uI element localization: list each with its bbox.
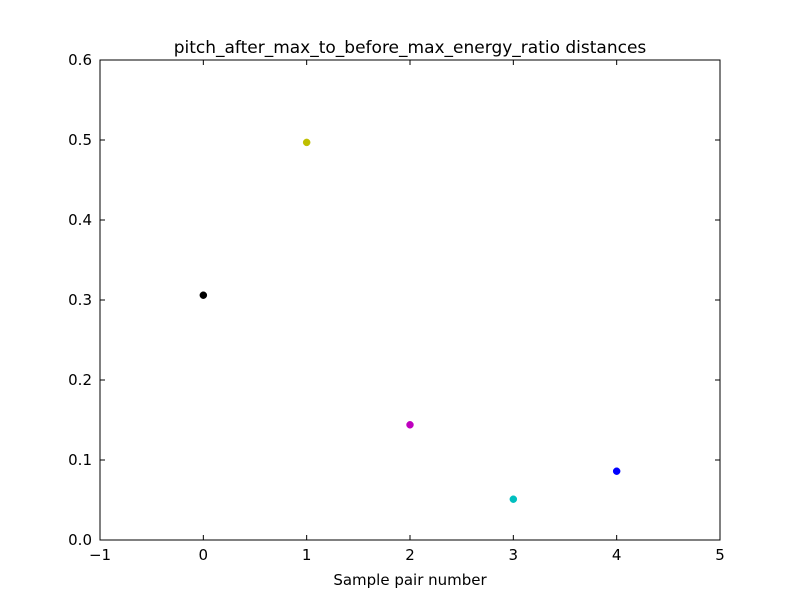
y-tick-label: 0.4	[68, 211, 92, 229]
x-tick-label: 5	[715, 546, 725, 564]
data-points	[199, 138, 621, 503]
data-point	[612, 467, 621, 475]
y-tick-label: 0.1	[68, 451, 92, 469]
x-tick-label: 0	[199, 546, 209, 564]
y-tick-label: 0.2	[68, 371, 92, 389]
y-tick-label: 0.6	[68, 51, 92, 69]
x-tick-label: 3	[509, 546, 519, 564]
x-axis-label: Sample pair number	[333, 571, 487, 589]
y-tick-label: 0.3	[68, 291, 92, 309]
data-point	[302, 138, 311, 147]
x-tick-label: −1	[89, 546, 111, 564]
data-point	[509, 495, 518, 503]
data-point	[406, 421, 414, 429]
y-tick-label: 0.5	[68, 131, 92, 149]
x-tick-label: 4	[612, 546, 622, 564]
chart-title: pitch_after_max_to_before_max_energy_rat…	[174, 38, 647, 58]
x-tick-label: 1	[302, 546, 312, 564]
y-tick-label: 0.0	[68, 531, 92, 549]
data-point	[199, 291, 208, 299]
x-tick-label: 2	[405, 546, 415, 564]
plot-area-frame	[99, 59, 721, 541]
axis-ticks: −1 0 1 2 3 4 5 0.0 0.1 0.2 0.3 0.4 0.5 0.6	[68, 51, 725, 564]
